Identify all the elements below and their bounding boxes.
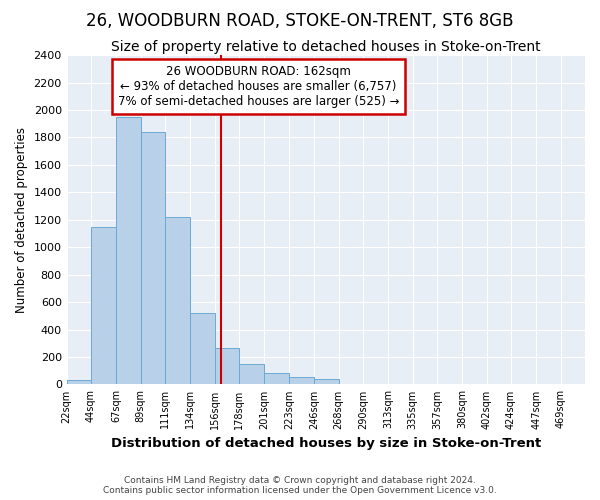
- Bar: [91, 226, 116, 384]
- Bar: [190, 313, 215, 384]
- Bar: [289, 377, 314, 384]
- Text: 26, WOODBURN ROAD, STOKE-ON-TRENT, ST6 8GB: 26, WOODBURN ROAD, STOKE-ON-TRENT, ST6 8…: [86, 12, 514, 30]
- Bar: [116, 117, 141, 384]
- Text: Contains HM Land Registry data © Crown copyright and database right 2024.
Contai: Contains HM Land Registry data © Crown c…: [103, 476, 497, 495]
- X-axis label: Distribution of detached houses by size in Stoke-on-Trent: Distribution of detached houses by size …: [111, 437, 541, 450]
- Title: Size of property relative to detached houses in Stoke-on-Trent: Size of property relative to detached ho…: [111, 40, 541, 54]
- Y-axis label: Number of detached properties: Number of detached properties: [15, 127, 28, 313]
- Text: 26 WOODBURN ROAD: 162sqm
← 93% of detached houses are smaller (6,757)
7% of semi: 26 WOODBURN ROAD: 162sqm ← 93% of detach…: [118, 65, 399, 108]
- Bar: [314, 379, 338, 384]
- Bar: [165, 217, 190, 384]
- Bar: [265, 374, 289, 384]
- Bar: [67, 380, 91, 384]
- Bar: [239, 364, 265, 384]
- Bar: [141, 132, 165, 384]
- Bar: [215, 348, 239, 385]
